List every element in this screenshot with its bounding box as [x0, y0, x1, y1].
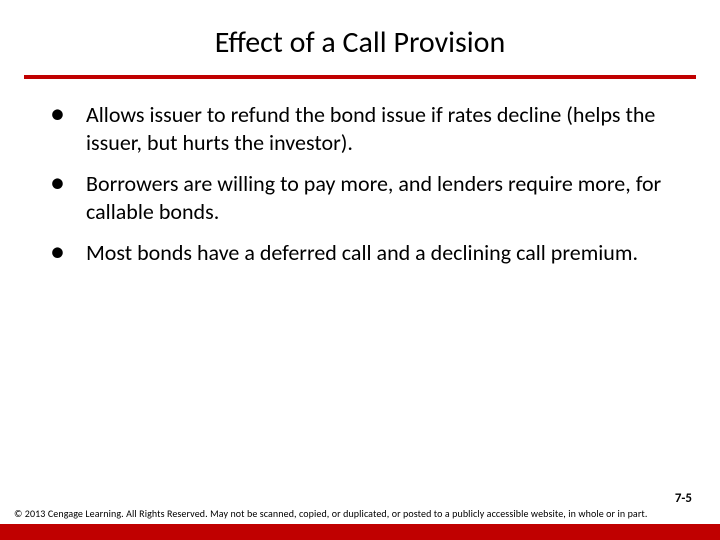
- footer-bar: [0, 524, 720, 540]
- page-number: 7-5: [675, 491, 692, 506]
- slide: Effect of a Call Provision Allows issuer…: [0, 0, 720, 540]
- bullet-item: Allows issuer to refund the bond issue i…: [44, 101, 676, 156]
- content-area: Allows issuer to refund the bond issue i…: [0, 79, 720, 540]
- bullet-item: Borrowers are willing to pay more, and l…: [44, 170, 676, 225]
- bullet-list: Allows issuer to refund the bond issue i…: [44, 101, 676, 267]
- slide-title: Effect of a Call Provision: [0, 24, 720, 61]
- bullet-item: Most bonds have a deferred call and a de…: [44, 239, 676, 267]
- copyright-text: © 2013 Cengage Learning. All Rights Rese…: [14, 507, 647, 520]
